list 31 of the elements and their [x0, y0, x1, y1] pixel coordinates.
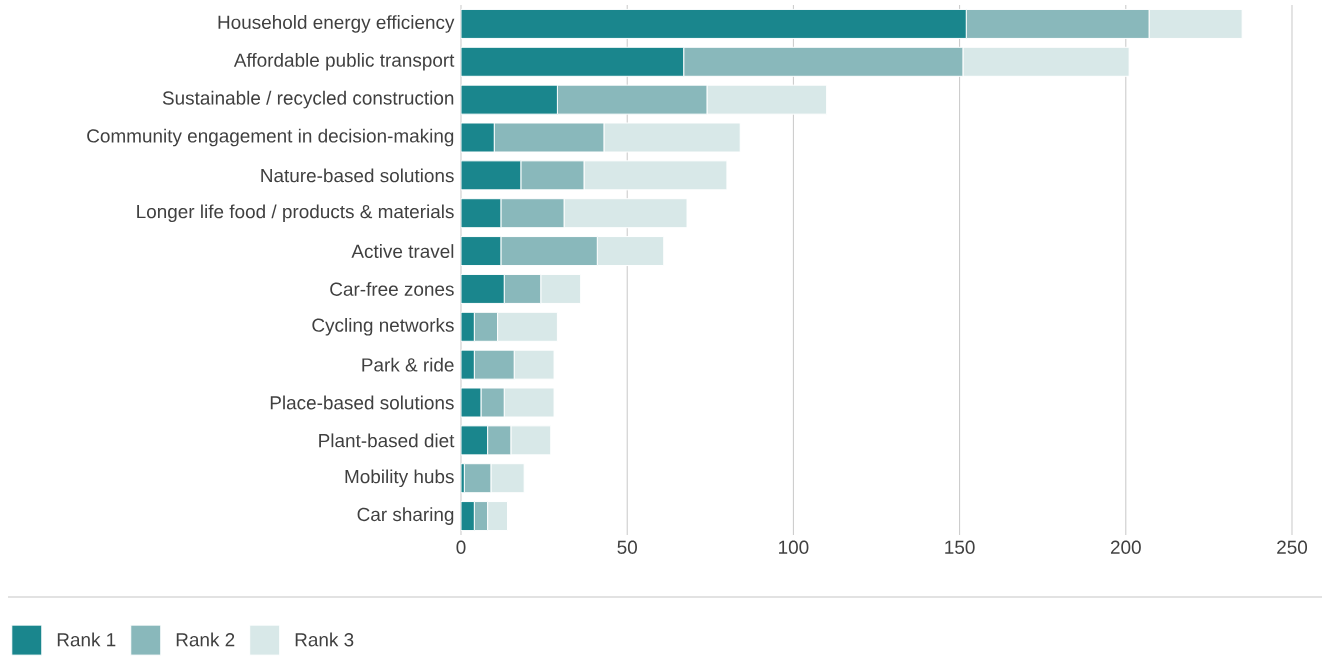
y-tick-label: Cycling networks: [312, 318, 454, 336]
bar: [461, 160, 522, 191]
y-tick-label: Mobility hubs: [345, 469, 454, 488]
bar: [461, 236, 502, 267]
legend-label: Rank 1: [57, 632, 116, 647]
x-tick-label: 50: [617, 540, 637, 555]
legend-label: Rank 3: [295, 632, 354, 647]
bar: [461, 274, 505, 305]
y-tick-label: Community engagement in decision-making: [87, 128, 454, 147]
y-tick-label: Affordable public transport: [233, 53, 455, 71]
y-tick-label: Sustainable / recycled construction: [162, 91, 454, 109]
bar: [461, 84, 558, 115]
bar: [461, 46, 685, 77]
bar: [461, 9, 967, 40]
x-tick-label: 0: [456, 540, 466, 555]
y-tick-label: Active travel: [351, 244, 454, 259]
x-tick-label: 100: [779, 540, 809, 555]
bar: [461, 198, 502, 229]
y-tick-label: Plant-based diet: [319, 433, 455, 448]
y-tick-label: Nature-based solutions: [261, 168, 454, 183]
x-tick-label: 200: [1110, 540, 1141, 555]
y-tick-label: Household energy efficiency: [218, 15, 455, 33]
y-tick-label: Longer life food / products & materials: [137, 204, 454, 223]
x-tick-label: 250: [1277, 540, 1308, 555]
y-tick-label: Park & ride: [362, 357, 454, 372]
y-tick-label: Car-free zones: [330, 282, 454, 297]
y-tick-label: Car sharing: [357, 507, 454, 526]
y-tick-label: Place-based solutions: [270, 395, 454, 410]
x-tick-label: 150: [945, 540, 975, 555]
legend-label: Rank 2: [176, 632, 235, 647]
bar: [461, 122, 495, 153]
